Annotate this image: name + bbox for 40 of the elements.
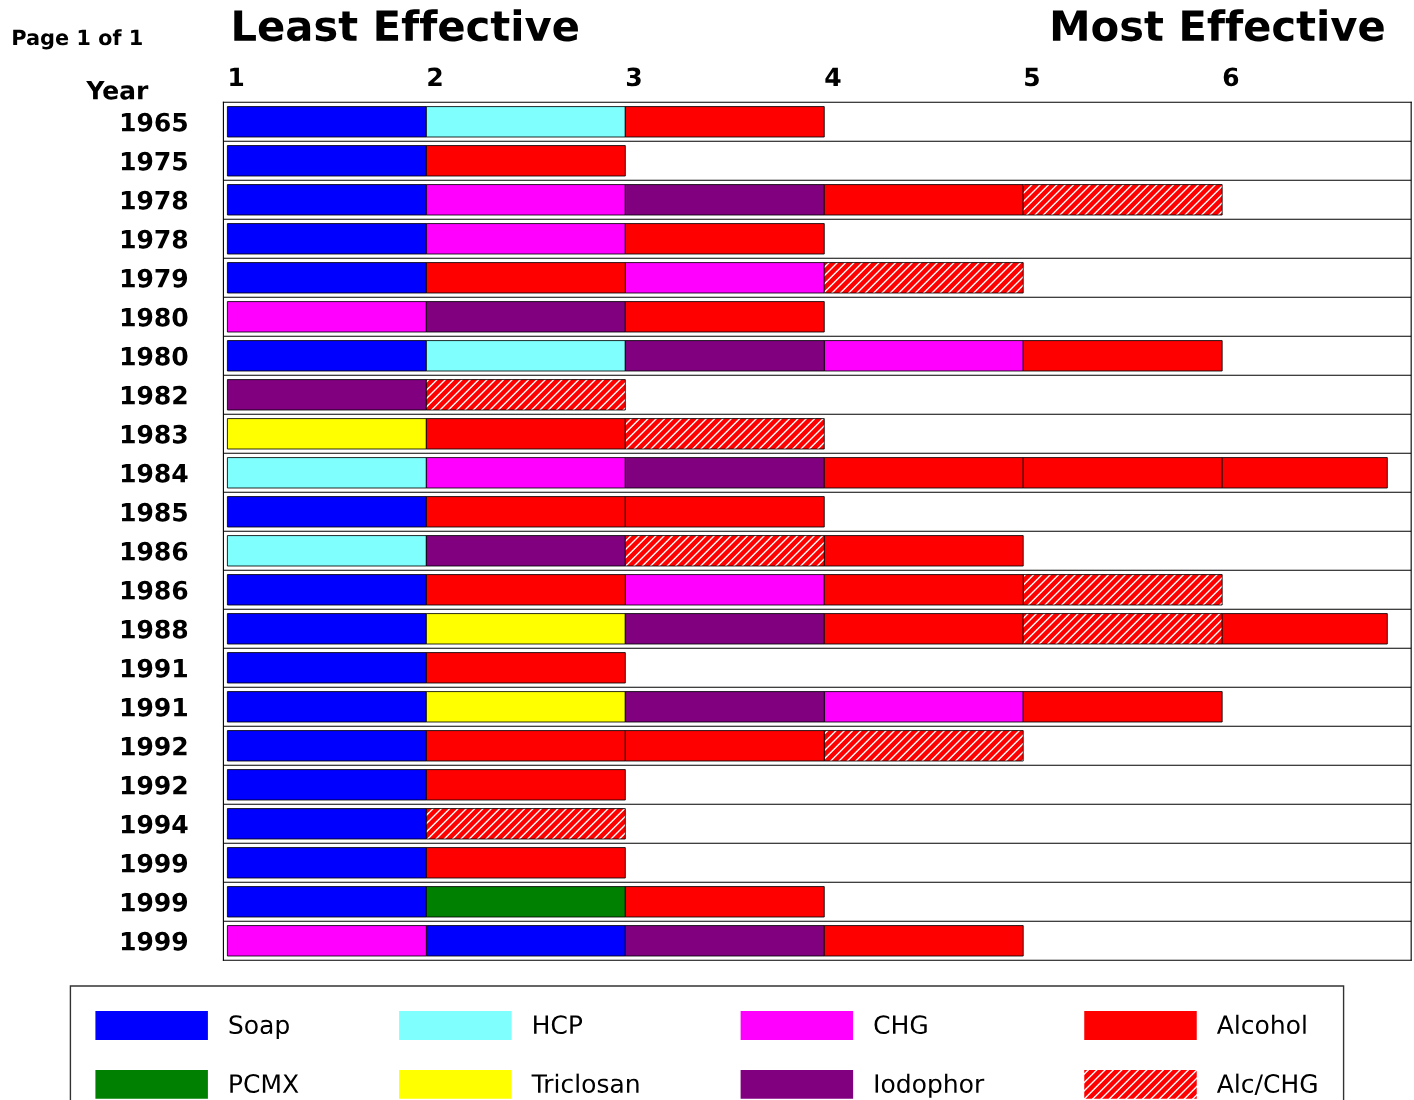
legend-label: CHG [874,1015,927,1035]
y-tick-label: 1980 [121,307,188,327]
y-tick-label: 1978 [121,190,188,210]
y-tick-label: 1999 [121,931,188,951]
text: Most Effective [1052,9,1384,42]
y-tick-label: 1983 [121,424,187,444]
y-tick-label: 1985 [121,502,187,522]
y-tick-label: 1984 [121,463,188,483]
legend-label: Alc/CHG [1216,1073,1317,1095]
x-tick-label: 1 [230,67,244,86]
y-tick-label: 1999 [121,853,188,873]
y-tick-label: 1978 [121,229,188,249]
x-tick-label: 4 [825,67,841,86]
y-tick-label: 1965 [121,112,187,132]
y-tick-label: 1992 [121,775,187,795]
x-tick-label: 3 [626,67,641,87]
y-tick-label: 1980 [121,346,188,366]
y-tick-label: 1975 [121,151,187,171]
legend-label: HCP [534,1015,583,1035]
x-tick-label: 6 [1223,67,1239,87]
legend-label: Triclosan [531,1073,639,1093]
x-tick-label: 5 [1025,67,1039,87]
y-tick-label: 1992 [121,736,187,756]
legend-label: Alcohol [1216,1014,1306,1035]
y-axis-title: Year [86,81,149,100]
text: Least Effective [234,9,578,42]
y-tick-label: 1991 [121,658,187,678]
y-tick-label: 1986 [121,580,188,600]
y-tick-label: 1999 [121,892,188,912]
y-tick-label: 1988 [121,619,188,639]
legend-label: Iodophor [875,1073,985,1098]
y-tick-label: 1994 [121,814,188,834]
y-tick-label: 1986 [121,541,188,561]
y-tick-label: 1991 [121,697,187,717]
legend-label: Soap [229,1015,289,1039]
y-tick-label: 1979 [121,268,188,288]
x-tick-label: 2 [428,67,442,86]
y-tick-label: 1982 [121,385,187,405]
text: Page 1 of 1 [13,29,142,50]
legend-label: PCMX [230,1074,299,1093]
